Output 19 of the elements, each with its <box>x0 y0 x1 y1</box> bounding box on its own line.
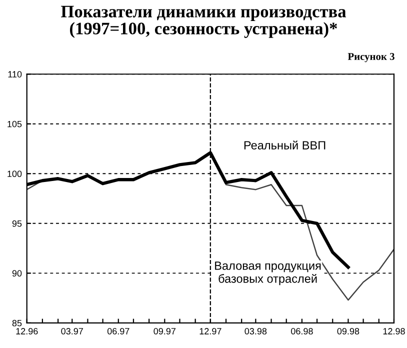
y-tick-label: 110 <box>8 71 22 78</box>
text: Рисунок 3 <box>348 53 394 62</box>
y-tick-label: 100 <box>8 170 22 178</box>
x-tick-label: 06.98 <box>291 328 313 334</box>
x-tick-label: 06.97 <box>107 328 130 334</box>
y-tick-label: 95 <box>12 220 22 227</box>
y-tick-label: 85 <box>12 320 22 326</box>
y-tick-label: 105 <box>8 120 22 128</box>
y-tick-label: 90 <box>12 270 22 277</box>
x-tick-label: 03.97 <box>61 328 83 334</box>
chart-title: Показатели динамики производства (1997=100, сезонность устранена)* <box>61 6 346 38</box>
x-tick-label: 12.97 <box>200 328 222 334</box>
x-tick-label: 09.97 <box>154 328 176 334</box>
text: Реальный ВВП <box>244 140 326 150</box>
x-tick-label: 12.96 <box>16 328 38 334</box>
x-tick-label: 03.98 <box>244 328 267 334</box>
x-tick-label: 09.98 <box>337 328 360 334</box>
series-label: Валовая продукция базовых отраслей <box>215 262 321 286</box>
x-tick-label: 12.98 <box>383 328 405 334</box>
